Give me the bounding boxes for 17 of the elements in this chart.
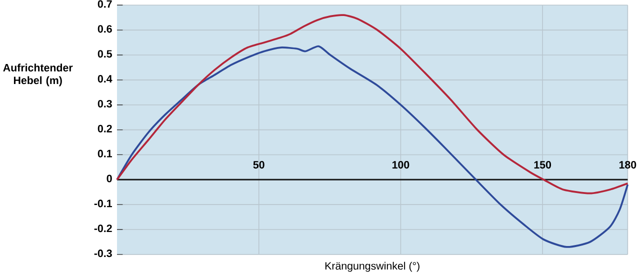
y-tick-label: 0.2 — [98, 124, 112, 132]
x-tick-label: 100 — [392, 161, 410, 169]
x-axis-title: Krängungswinkel (°) — [325, 262, 420, 272]
y-tick-label: -0.2 — [94, 224, 112, 232]
y-tick-label: -0.3 — [94, 250, 112, 258]
y-tick-label: 0.1 — [98, 150, 112, 158]
y-axis-title: Aufrichtender Hebel (m) — [3, 64, 73, 86]
y-tick-label: 0 — [106, 174, 112, 182]
y-tick-label: 0.3 — [98, 100, 112, 108]
y-tick-label: 0.6 — [98, 25, 112, 33]
x-tick-label: 180 — [619, 161, 636, 169]
y-tick-label: 0.4 — [98, 75, 112, 83]
y-tick-label: 0.7 — [98, 0, 112, 8]
x-tick-label: 50 — [253, 161, 264, 169]
y-tick-label: 0.5 — [98, 50, 112, 58]
x-tick-label: 150 — [534, 161, 552, 169]
y-tick-label: -0.1 — [94, 200, 112, 208]
